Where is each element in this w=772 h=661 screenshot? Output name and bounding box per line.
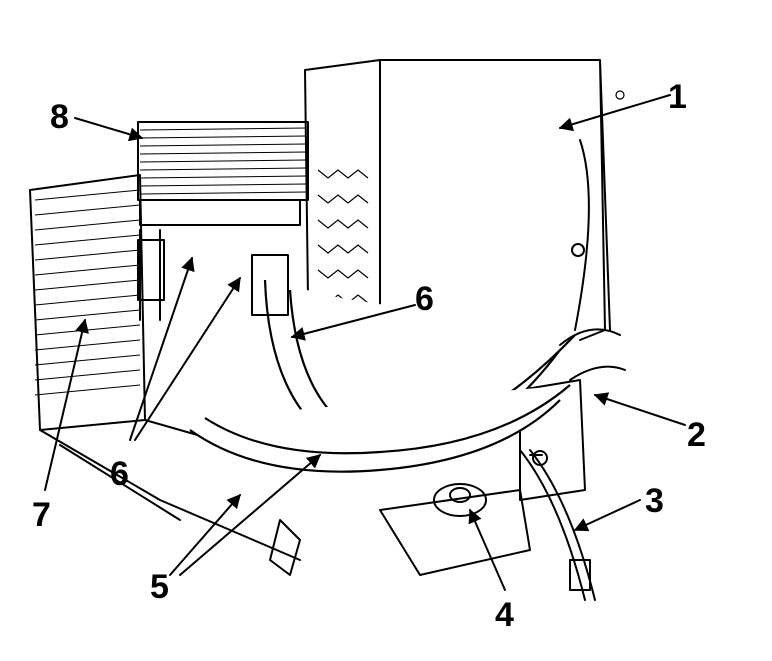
side-panel [379, 59, 625, 341]
hoses [137, 229, 626, 473]
callout-7: 7 [32, 496, 51, 534]
callout-4: 4 [495, 596, 514, 634]
callout-6-lower: 6 [110, 455, 129, 493]
mount-fitting [379, 483, 531, 576]
callout-5: 5 [150, 568, 169, 606]
receiver-drier [137, 121, 309, 226]
bracket [519, 379, 586, 501]
callout-8: 8 [50, 98, 69, 136]
callout-3: 3 [645, 482, 664, 520]
callout-1: 1 [668, 78, 687, 116]
condenser-fins [29, 174, 146, 431]
callout-2: 2 [687, 416, 706, 454]
callout-6-upper: 6 [415, 280, 434, 318]
leader-arrows [44, 94, 686, 591]
connector [269, 519, 301, 576]
